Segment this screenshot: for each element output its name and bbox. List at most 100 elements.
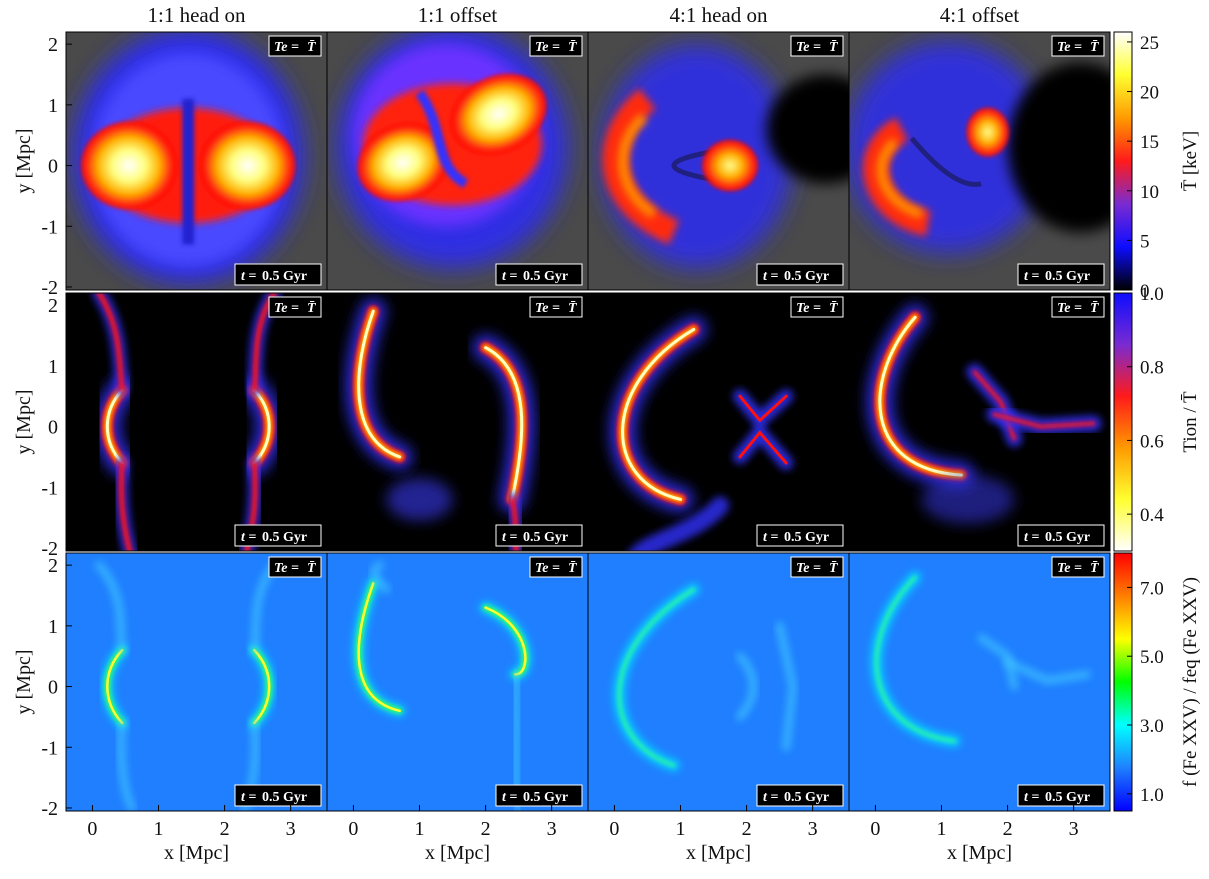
te-label-left: Te = — [1057, 301, 1082, 316]
time-label-box — [756, 524, 844, 547]
panel-r2-c2 — [327, 293, 588, 551]
y-tick-label: -2 — [41, 538, 58, 560]
y-tick-label: -2 — [41, 798, 58, 820]
x-tick-label: 2 — [481, 818, 491, 840]
y-tick-label: 1 — [48, 616, 58, 638]
panel-r2-c3 — [588, 293, 849, 551]
x-tick-label: 2 — [1003, 818, 1013, 840]
y-tick-label: 2 — [48, 34, 58, 56]
te-label-left: Te = — [796, 40, 821, 55]
colorbar-label: T̄ [keV] — [1180, 131, 1201, 191]
time-label: t = 0.5 Gyr — [234, 263, 322, 286]
column-title: 1:1 offset — [418, 3, 498, 27]
te-label-box — [268, 35, 322, 57]
colorbar-tick-label: 15 — [1140, 132, 1159, 153]
time-label: t = 0.5 Gyr — [495, 263, 583, 286]
time-label-box — [234, 784, 322, 807]
colorbar-tick-label: 1.0 — [1140, 785, 1164, 806]
time-label-value: 0.5 Gyr — [1045, 269, 1090, 284]
x-tick-label: 1 — [415, 818, 425, 840]
te-label-box — [529, 296, 583, 318]
time-label-prefix: t = — [763, 530, 778, 545]
te-label-box — [268, 296, 322, 318]
y-tick-label: 0 — [48, 677, 58, 699]
panel-r1-c3 — [588, 32, 849, 290]
panel-r3-c1 — [66, 553, 327, 811]
panel-background — [588, 553, 849, 811]
colorbar-tick-label: 0.8 — [1140, 358, 1164, 379]
te-label-left: Te = — [796, 301, 821, 316]
colorbar-label: f (Fe XXV) / feq (Fe XXV) — [1180, 577, 1201, 787]
colorbar-tick-label: 0.4 — [1140, 505, 1164, 526]
panel-background — [849, 553, 1110, 811]
time-label-prefix: t = — [763, 269, 778, 284]
time-label-value: 0.5 Gyr — [262, 530, 307, 545]
te-label-box — [268, 556, 322, 578]
te-label-right: T̄ — [1090, 40, 1100, 55]
time-label-value: 0.5 Gyr — [262, 790, 307, 805]
te-label: Te = T̄ — [1051, 556, 1105, 578]
x-tick-label: 2 — [220, 818, 230, 840]
time-label-box — [495, 263, 583, 286]
time-label-box — [495, 524, 583, 547]
te-label-right: T̄ — [307, 561, 317, 576]
time-label-box — [1017, 524, 1105, 547]
te-label-box — [529, 556, 583, 578]
time-label-box — [495, 784, 583, 807]
x-axis-label: x [Mpc] — [686, 842, 751, 864]
x-tick-label: 0 — [870, 818, 880, 840]
column-title: 4:1 head on — [670, 3, 768, 27]
panel-grid: Te = T̄ t = 0.5 Gyr Te = T̄ t = 0.5 Gyr Te =… — [65, 31, 1111, 812]
te-label-box — [790, 296, 844, 318]
te-label: Te = T̄ — [268, 296, 322, 318]
time-label-value: 0.5 Gyr — [1045, 530, 1090, 545]
x-tick-label: 0 — [87, 818, 97, 840]
time-label-value: 0.5 Gyr — [784, 269, 829, 284]
colorbar-tick-label: 0.6 — [1140, 431, 1164, 452]
time-label-prefix: t = — [1024, 269, 1039, 284]
panel-r3-c2 — [327, 553, 588, 811]
x-tick-label: 0 — [348, 818, 358, 840]
te-label-right: T̄ — [568, 301, 578, 316]
time-label-prefix: t = — [241, 530, 256, 545]
y-tick-label: 1 — [48, 356, 58, 378]
time-label-box — [234, 524, 322, 547]
time-label-prefix: t = — [502, 790, 517, 805]
te-label-right: T̄ — [307, 301, 317, 316]
colorbar-tick-label: 1.0 — [1140, 284, 1164, 305]
te-label-right: T̄ — [307, 40, 317, 55]
te-label: Te = T̄ — [268, 556, 322, 578]
time-label-value: 0.5 Gyr — [523, 530, 568, 545]
te-label-left: Te = — [1057, 561, 1082, 576]
te-label-left: Te = — [796, 561, 821, 576]
time-label: t = 0.5 Gyr — [495, 524, 583, 547]
y-tick-label: -1 — [41, 477, 58, 499]
y-tick-label: -2 — [41, 277, 58, 299]
te-label-right: T̄ — [829, 40, 839, 55]
x-axis-label: x [Mpc] — [425, 842, 490, 864]
te-label-right: T̄ — [568, 40, 578, 55]
panel-r3-c3 — [588, 553, 849, 811]
colorbar-tick-label: 10 — [1140, 182, 1159, 203]
axes-layer: 1:1 head on 1:1 offset 4:1 head on 4:1 offs… — [13, 3, 1079, 864]
colorbar — [1113, 31, 1133, 291]
te-label-right: T̄ — [829, 301, 839, 316]
time-label-box — [756, 263, 844, 286]
te-label-left: Te = — [274, 561, 299, 576]
x-tick-label: 3 — [547, 818, 557, 840]
y-axis-label: y [Mpc] — [13, 390, 35, 455]
colorbar-tick-label: 3.0 — [1140, 716, 1164, 737]
y-tick-label: 0 — [48, 156, 58, 178]
y-tick-label: -1 — [41, 216, 58, 238]
te-label-box — [529, 35, 583, 57]
x-tick-label: 3 — [1069, 818, 1079, 840]
te-label-right: T̄ — [1090, 561, 1100, 576]
panel-r1-c1 — [66, 32, 327, 290]
te-label-left: Te = — [274, 40, 299, 55]
te-label-left: Te = — [274, 301, 299, 316]
time-label-value: 0.5 Gyr — [784, 790, 829, 805]
te-label-right: T̄ — [829, 561, 839, 576]
time-label-value: 0.5 Gyr — [523, 790, 568, 805]
time-label: t = 0.5 Gyr — [756, 263, 844, 286]
